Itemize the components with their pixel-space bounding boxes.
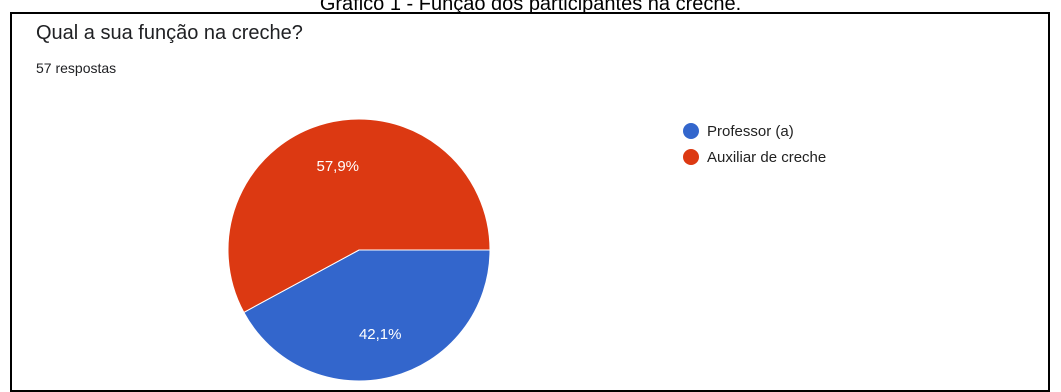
slice-label-professor: 42,1% bbox=[359, 326, 402, 343]
chart-legend: Professor (a) Auxiliar de creche bbox=[683, 118, 826, 170]
legend-label-professor: Professor (a) bbox=[707, 122, 794, 140]
slice-label-auxiliar: 57,9% bbox=[316, 158, 359, 175]
question-title: Qual a sua função na creche? bbox=[36, 22, 303, 44]
legend-label-auxiliar: Auxiliar de creche bbox=[707, 148, 827, 166]
legend-item-professor[interactable]: Professor (a) bbox=[683, 118, 826, 144]
legend-swatch-auxiliar bbox=[683, 149, 699, 165]
legend-item-auxiliar[interactable]: Auxiliar de creche bbox=[683, 144, 826, 170]
slice-auxiliar[interactable] bbox=[227, 118, 491, 314]
chart-card bbox=[10, 12, 1050, 392]
pie-chart: 42,1% 57,9% bbox=[227, 118, 491, 382]
response-count: 57 respostas bbox=[36, 60, 117, 76]
slice-professor[interactable] bbox=[243, 249, 491, 382]
figure-caption: Gráfico 1 - Função dos participantes na … bbox=[319, 0, 742, 15]
legend-swatch-professor bbox=[683, 123, 699, 139]
